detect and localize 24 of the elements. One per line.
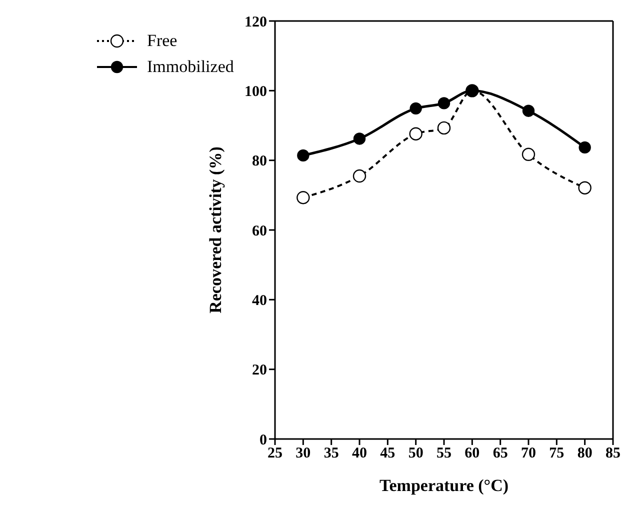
x-tick-label: 75 [549, 446, 564, 462]
y-tick-label: 0 [260, 432, 267, 448]
x-axis-title: Temperature (°C) [379, 476, 509, 495]
legend-label: Free [147, 31, 178, 51]
x-tick-label: 80 [577, 446, 592, 462]
x-tick-label: 30 [296, 446, 311, 462]
y-tick-label: 120 [244, 14, 267, 30]
x-tick-label: 85 [606, 446, 620, 462]
x-tick-label: 40 [352, 446, 367, 462]
x-tick-label: 65 [492, 446, 508, 462]
x-tick-label: 50 [408, 446, 424, 462]
x-tick-label: 70 [521, 446, 536, 462]
y-tick-label: 20 [252, 362, 267, 379]
x-tick-label: 45 [380, 446, 396, 462]
y-tick-label: 80 [252, 154, 267, 170]
x-tick-label: 25 [268, 446, 282, 462]
x-tick-label: 35 [324, 446, 339, 462]
x-tick-label: 55 [436, 446, 452, 462]
y-tick-label: 40 [252, 292, 267, 309]
y-tick-label: 100 [244, 84, 267, 100]
y-axis-title: Recovered activity (%) [206, 146, 226, 314]
legend-label: Immobilized [147, 57, 234, 77]
x-tick-label: 60 [464, 446, 480, 462]
y-tick-label: 60 [252, 223, 267, 240]
